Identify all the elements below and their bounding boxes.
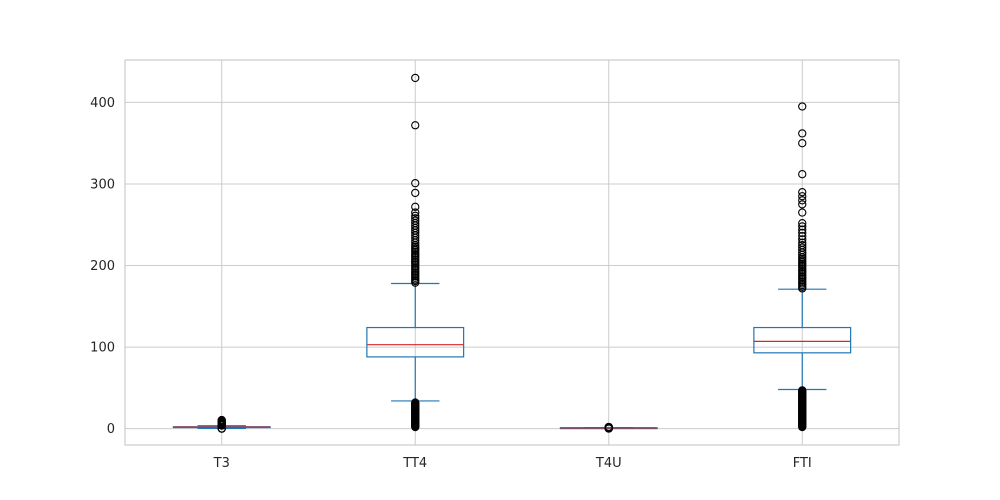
outlier-point: [798, 238, 807, 247]
outlier-point: [798, 208, 807, 217]
x-tick-label: T3: [213, 456, 230, 471]
outlier-point: [798, 102, 807, 111]
outlier-point: [798, 386, 807, 395]
y-tick-label: 0: [107, 422, 115, 437]
outlier-point: [798, 241, 807, 250]
outlier-point: [411, 216, 420, 225]
outlier-point: [798, 235, 807, 244]
x-axis-ticks: T3 TT4 T4U FTI: [213, 456, 812, 471]
outlier-point: [798, 200, 807, 209]
x-tick-label: FTI: [793, 456, 812, 471]
outlier-point: [798, 192, 807, 201]
outlier-point: [411, 208, 420, 217]
iqr-box: [366, 326, 465, 358]
outlier-point: [798, 225, 807, 234]
x-tick-label: T4U: [595, 456, 622, 471]
outlier-point: [798, 243, 807, 252]
boxes: [172, 73, 852, 433]
y-tick-label: 100: [90, 341, 115, 356]
outlier-point: [411, 179, 420, 188]
outlier-point: [411, 211, 420, 220]
box-fti: [753, 102, 852, 432]
outlier-point: [798, 187, 807, 197]
plot-area-frame: [124, 59, 900, 446]
outlier-point: [798, 222, 807, 231]
box-t3: [172, 415, 271, 433]
x-tick-label: TT4: [402, 456, 427, 471]
outlier-point: [798, 218, 807, 228]
outlier-point: [798, 170, 807, 179]
outlier-point: [411, 398, 420, 407]
y-tick-label: 200: [90, 259, 115, 274]
y-axis-ticks: 0 100 200 300 400: [90, 96, 115, 437]
outlier-point: [798, 139, 807, 148]
y-tick-label: 400: [90, 96, 115, 111]
outlier-point: [798, 232, 807, 241]
outlier-point: [411, 73, 420, 83]
outlier-point: [411, 202, 420, 211]
grid-lines: [125, 60, 899, 445]
y-tick-label: 300: [90, 177, 115, 192]
outlier-point: [411, 188, 420, 198]
outlier-point: [798, 228, 807, 238]
outlier-point: [217, 415, 226, 425]
outlier-point: [798, 129, 807, 138]
outlier-point: [604, 422, 613, 432]
box-tt4: [366, 73, 465, 432]
outlier-point: [411, 214, 420, 223]
outlier-point: [798, 196, 807, 205]
outlier-point: [411, 121, 420, 130]
box-t4u: [559, 422, 658, 433]
iqr-box: [753, 326, 852, 354]
